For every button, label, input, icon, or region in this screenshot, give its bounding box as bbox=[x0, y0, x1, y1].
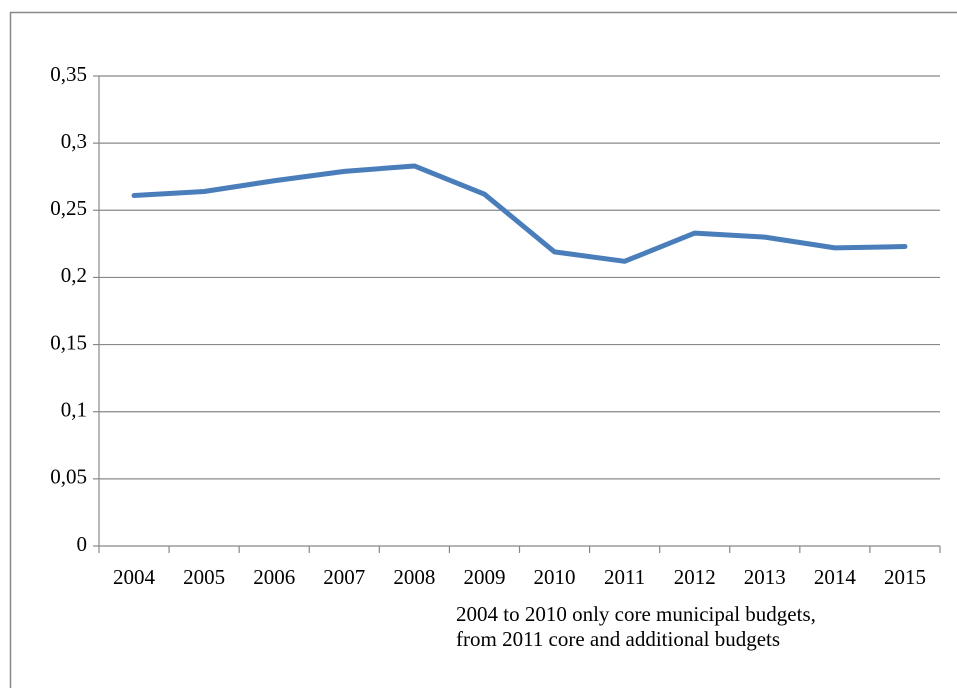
x-tick-label: 2005 bbox=[183, 565, 225, 589]
y-tick-label: 0,25 bbox=[50, 196, 87, 220]
y-tick-label: 0,3 bbox=[61, 129, 87, 153]
x-tick-label: 2006 bbox=[253, 565, 295, 589]
y-tick-label: 0 bbox=[77, 532, 88, 556]
x-tick-label: 2010 bbox=[534, 565, 576, 589]
x-tick-label: 2011 bbox=[604, 565, 645, 589]
line-series bbox=[131, 163, 908, 264]
y-tick-label: 0,35 bbox=[50, 62, 87, 86]
annotation: 2004 to 2010 only core municipal budgets… bbox=[456, 602, 816, 626]
y-tick-label: 0,2 bbox=[61, 263, 87, 287]
x-tick-label: 2007 bbox=[323, 565, 365, 589]
y-tick-label: 0,1 bbox=[61, 398, 87, 422]
x-tick-label: 2012 bbox=[674, 565, 716, 589]
annotation: from 2011 core and additional budgets bbox=[456, 627, 780, 651]
x-tick-label: 2008 bbox=[393, 565, 435, 589]
y-tick-label: 0,05 bbox=[50, 465, 87, 489]
x-tick-label: 2014 bbox=[814, 565, 857, 589]
x-tick-label: 2009 bbox=[463, 565, 505, 589]
x-tick-label: 2004 bbox=[113, 565, 156, 589]
x-tick-label: 2015 bbox=[884, 565, 926, 589]
y-tick-label: 0,15 bbox=[50, 330, 87, 354]
x-tick-label: 2013 bbox=[744, 565, 786, 589]
chart-frame bbox=[9, 11, 957, 688]
